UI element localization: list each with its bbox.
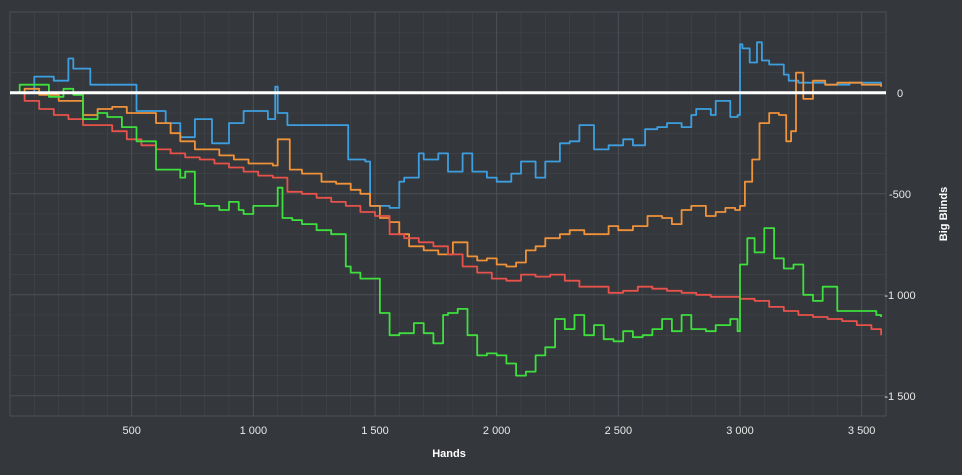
series-line-2 [10, 71, 882, 268]
x-tick-label: 3 500 [848, 425, 876, 437]
x-tick-label: 1 000 [240, 425, 268, 437]
x-tick-label: 3 000 [726, 425, 754, 437]
y-tick-label: -500 [889, 189, 911, 201]
x-tick-label: 2 000 [483, 425, 511, 437]
x-tick-label: 2 500 [605, 425, 633, 437]
x-tick-label: 1 500 [361, 425, 389, 437]
series-line-4 [10, 83, 882, 377]
series-lines [10, 41, 882, 377]
gridlines [9, 11, 887, 417]
y-axis-title: Big Blinds [938, 187, 950, 241]
y-axis-ticks: 0 -500 -1 000 -1 500 [884, 88, 915, 403]
y-tick-label: 0 [897, 88, 903, 100]
x-axis-title: Hands [432, 448, 466, 460]
plot-border [9, 11, 887, 417]
series-line-1 [10, 41, 882, 209]
y-tick-label: -1 000 [884, 290, 915, 302]
y-tick-label: -1 500 [884, 391, 915, 403]
series-line-3 [10, 91, 882, 336]
x-tick-label: 500 [122, 425, 140, 437]
x-axis-ticks: 500 1 000 1 500 2 000 2 500 3 000 3 500 [122, 425, 875, 437]
